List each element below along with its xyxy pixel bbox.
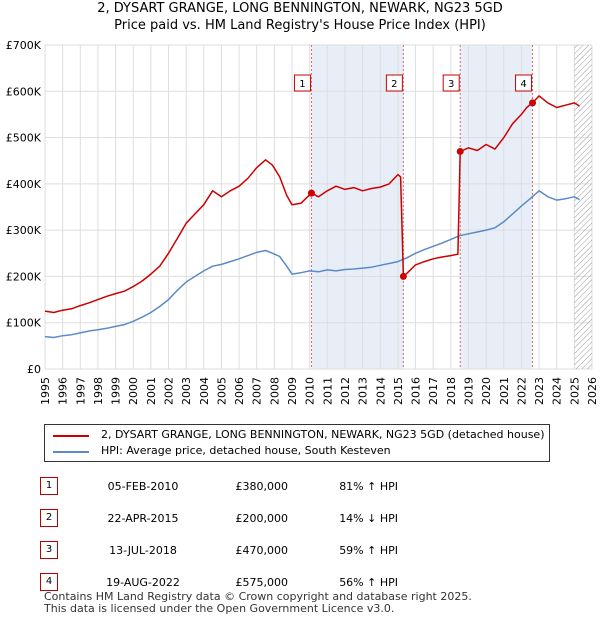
y-tick-label: £200K [6, 270, 42, 283]
x-tick-label: 2005 [215, 377, 228, 405]
sale-price: £380,000 [235, 479, 289, 493]
sale-marker-number: 1 [299, 79, 305, 90]
footer-licence: This data is licensed under the Open Gov… [44, 602, 395, 615]
sale-number: 2 [40, 509, 58, 527]
y-tick-label: £600K [6, 85, 42, 98]
sale-date: 05-FEB-2010 [107, 479, 179, 493]
x-tick-label: 2023 [533, 377, 546, 405]
x-tick-label: 2024 [551, 377, 564, 405]
sale-marker-box [385, 74, 403, 92]
sale-date: 19-AUG-2022 [106, 575, 180, 589]
x-tick-label: 2026 [586, 377, 599, 405]
sale-date: 13-JUL-2018 [109, 543, 177, 557]
x-tick-label: 1998 [92, 377, 105, 405]
x-tick-label: 2007 [251, 377, 264, 405]
sale-marker-box [442, 74, 460, 92]
footer-copyright: Contains HM Land Registry data © Crown c… [44, 590, 472, 603]
sale-price: £200,000 [235, 511, 289, 525]
property-price-line [44, 95, 580, 314]
x-tick-label: 2015 [392, 377, 405, 405]
x-tick-label: 2025 [568, 377, 581, 405]
y-tick-label: £400K [6, 178, 42, 191]
sale-period-shade [311, 45, 404, 369]
chart-title: 2, DYSART GRANGE, LONG BENNINGTON, NEWAR… [97, 1, 503, 16]
sale-hpi-comparison: 56% ↑ HPI [339, 575, 398, 589]
y-tick-label: £300K [6, 224, 42, 237]
sale-point [529, 99, 537, 107]
price-chart: 1 2 3 4 £0 £100K £200K £300K £400K £500K £600K £70… [6, 39, 599, 405]
chart-subtitle: Price paid vs. HM Land Registry's House … [114, 18, 486, 33]
sale-marker-box [293, 74, 311, 92]
sale-date: 22-APR-2015 [107, 511, 179, 525]
table-row: 3 13-JUL-2018 £470,000 59% ↑ HPI [40, 534, 398, 566]
y-tick-label: £500K [6, 132, 42, 145]
sale-marker-number: 3 [448, 79, 454, 90]
sale-marker-box [515, 74, 533, 92]
x-tick-label: 2013 [357, 377, 370, 405]
x-tick-label: 2016 [410, 377, 423, 405]
legend-label-property: 2, DYSART GRANGE, LONG BENNINGTON, NEWAR… [101, 428, 545, 441]
sale-number: 3 [40, 541, 58, 559]
x-tick-label: 1996 [57, 377, 70, 405]
sale-hpi-comparison: 14% ↓ HPI [339, 511, 398, 525]
x-tick-label: 2017 [427, 377, 440, 405]
sale-point [399, 272, 407, 280]
x-tick-label: 2004 [198, 377, 211, 405]
x-tick-label: 2010 [304, 377, 317, 405]
x-tick-label: 2000 [127, 377, 140, 405]
x-tick-label: 1999 [110, 377, 123, 405]
x-tick-label: 2003 [180, 377, 193, 405]
y-tick-label: £0 [27, 363, 41, 376]
x-tick-label: 1997 [74, 377, 87, 405]
x-tick-label: 2001 [145, 377, 158, 405]
x-tick-label: 2009 [286, 377, 299, 405]
sale-point [307, 189, 315, 197]
x-tick-label: 2022 [515, 377, 528, 405]
future-hatch [574, 45, 592, 369]
sale-marker-number: 4 [520, 79, 526, 90]
sale-marker-number: 2 [391, 79, 397, 90]
legend-swatch-property [53, 435, 89, 437]
x-tick-label: 2019 [462, 377, 475, 405]
legend-swatch-hpi [53, 451, 89, 453]
x-tick-label: 2002 [163, 377, 176, 405]
y-tick-label: £100K [6, 317, 42, 330]
y-tick-label: £700K [6, 39, 42, 52]
sale-hpi-comparison: 81% ↑ HPI [339, 479, 398, 493]
legend: 2, DYSART GRANGE, LONG BENNINGTON, NEWAR… [44, 424, 550, 462]
sale-price: £470,000 [235, 543, 289, 557]
sale-hpi-comparison: 59% ↑ HPI [339, 543, 398, 557]
x-tick-label: 2011 [321, 377, 334, 405]
x-tick-label: 2020 [480, 377, 493, 405]
table-row: 2 22-APR-2015 £200,000 14% ↓ HPI [40, 502, 398, 534]
table-row: 4 19-AUG-2022 £575,000 56% ↑ HPI [40, 566, 398, 598]
x-tick-label: 2014 [374, 377, 387, 405]
sale-number: 4 [40, 573, 58, 591]
x-tick-label: 2021 [498, 377, 511, 405]
x-tick-label: 2006 [233, 377, 246, 405]
x-tick-label: 2012 [339, 377, 352, 405]
x-tick-label: 1995 [39, 377, 52, 405]
x-tick-label: 2018 [445, 377, 458, 405]
sale-price: £575,000 [235, 575, 289, 589]
legend-label-hpi: HPI: Average price, detached house, Sout… [101, 444, 391, 457]
sale-number: 1 [40, 477, 58, 495]
sales-table: 1 05-FEB-2010 £380,000 81% ↑ HPI 2 22-AP… [40, 470, 398, 598]
x-tick-label: 2008 [268, 377, 281, 405]
hpi-line [44, 190, 580, 339]
table-row: 1 05-FEB-2010 £380,000 81% ↑ HPI [40, 470, 398, 502]
sale-point [456, 147, 464, 155]
